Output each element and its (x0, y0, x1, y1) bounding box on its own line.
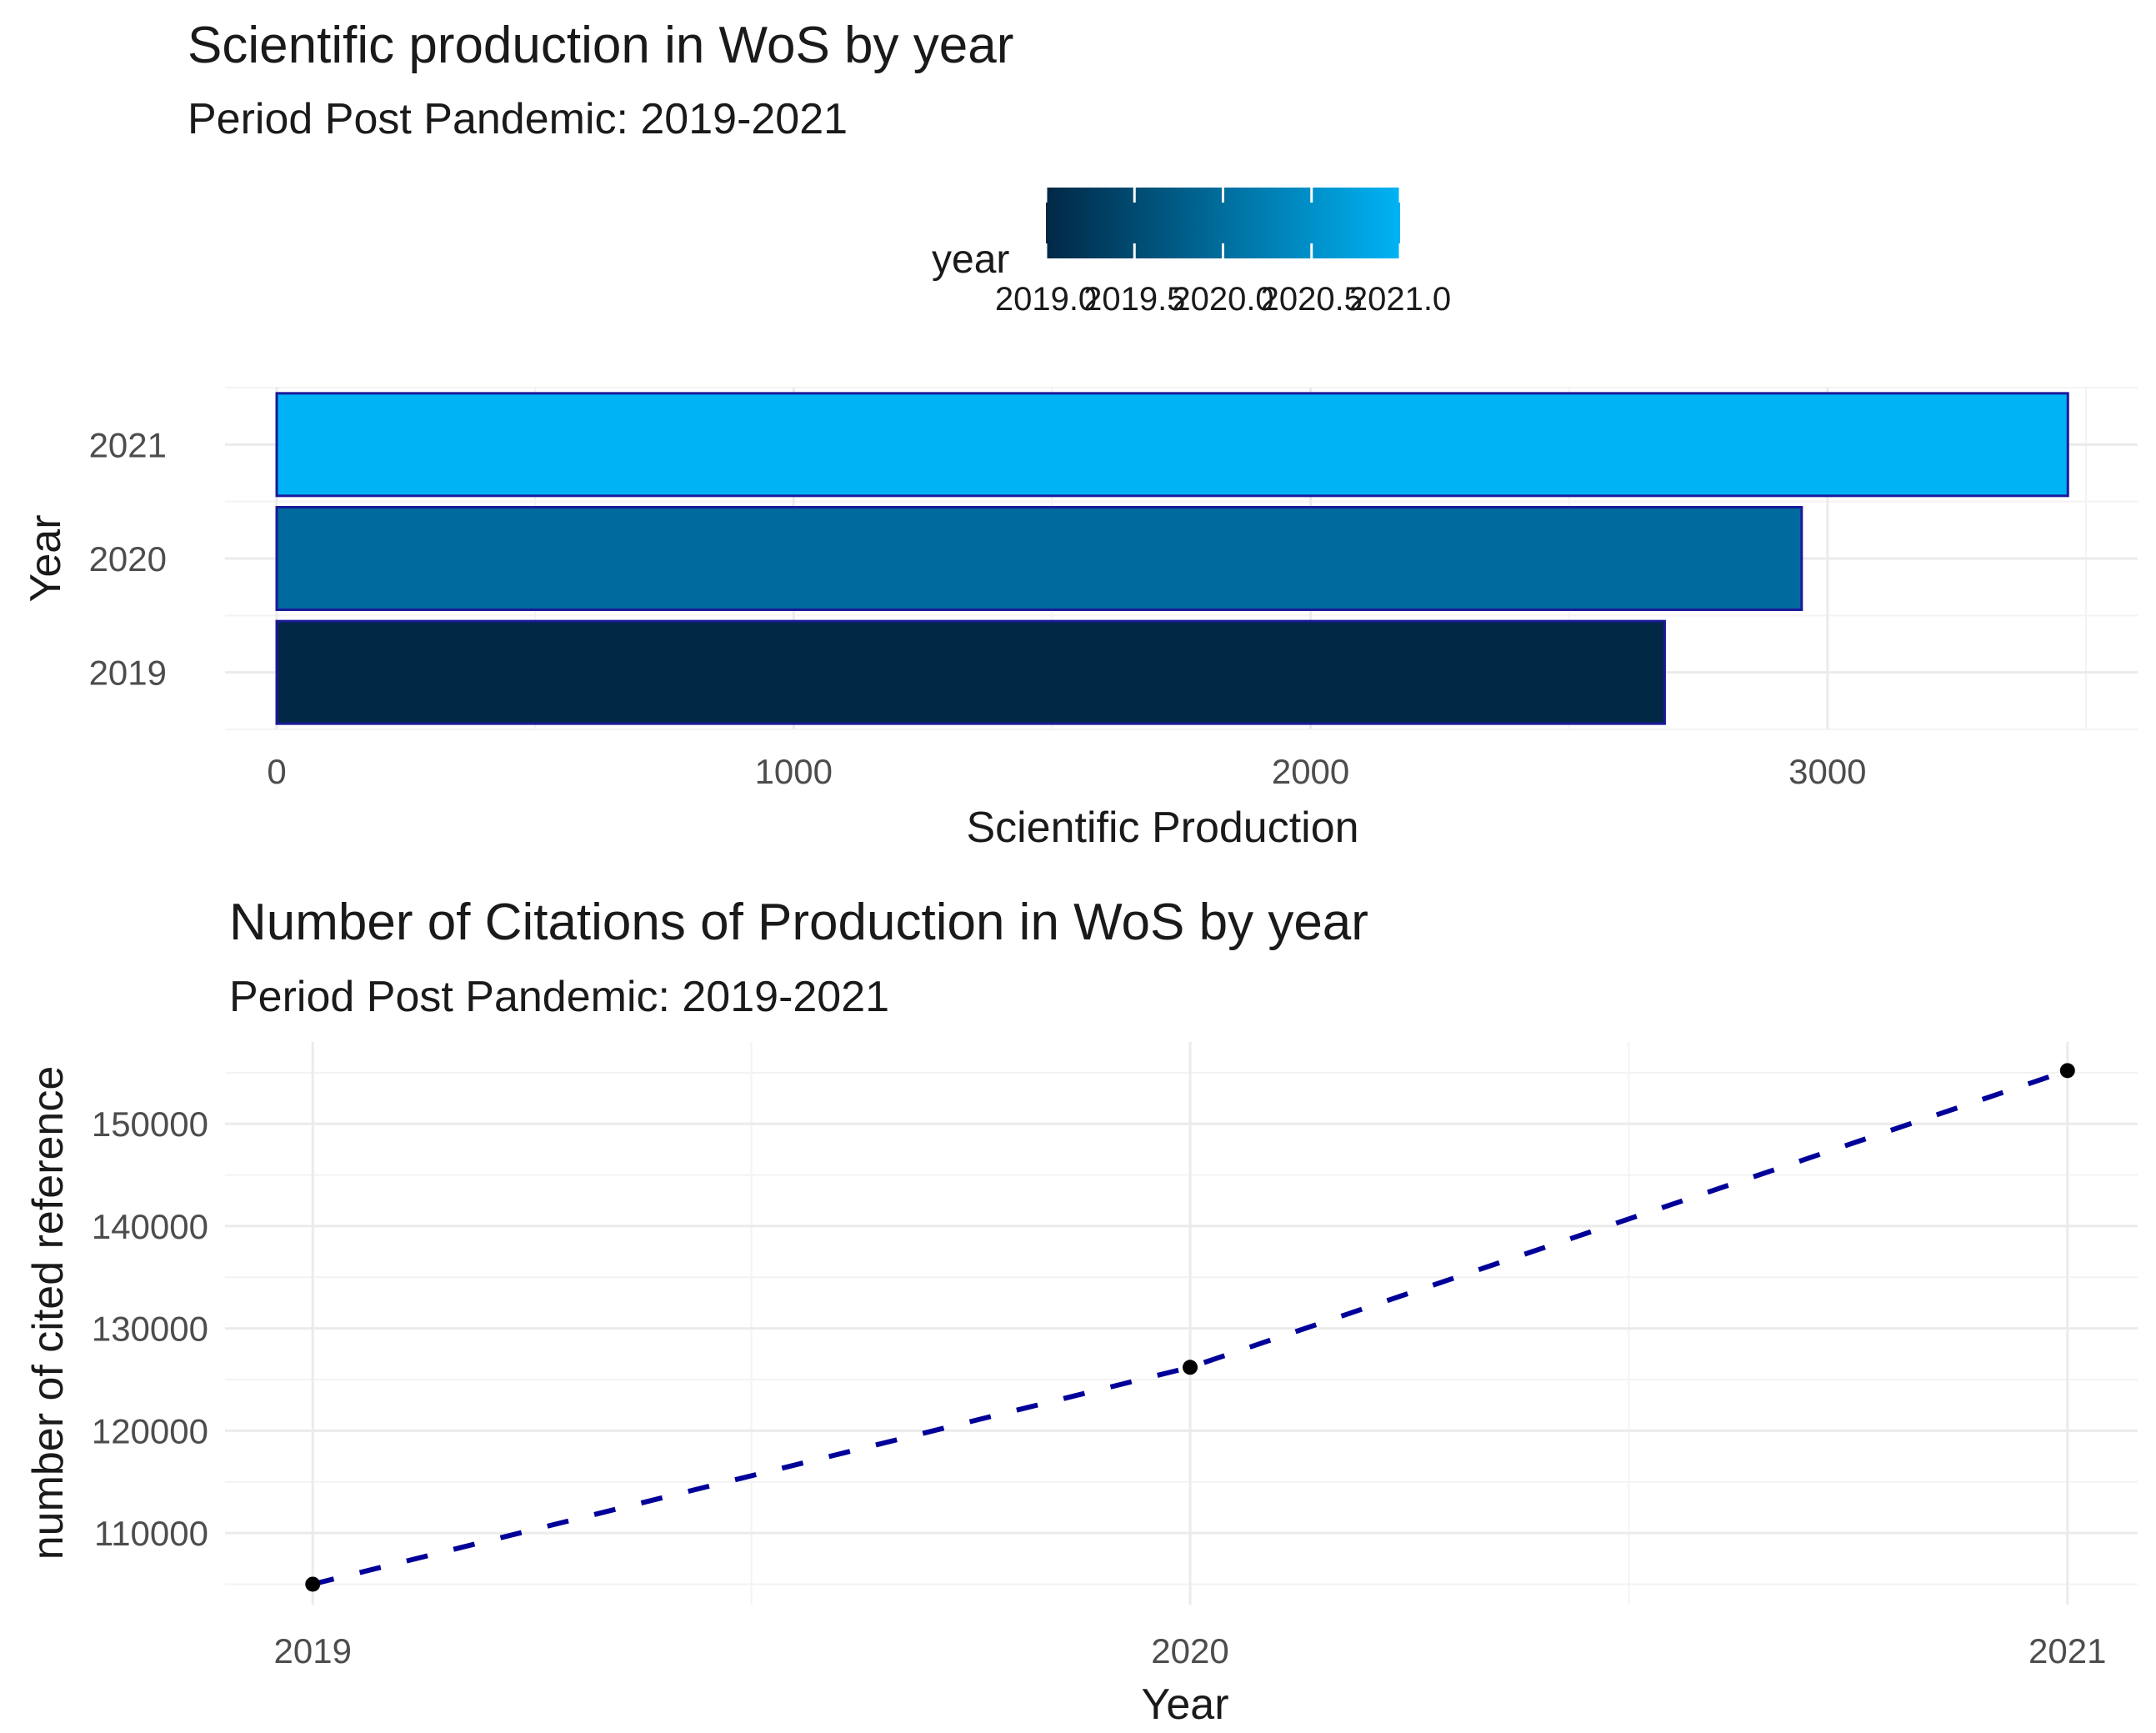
citations-chart: Number of Citations of Production in WoS… (24, 894, 2138, 1729)
y-tick-label: 2020 (89, 539, 167, 579)
y-tick-label: 120000 (92, 1411, 208, 1450)
bar-2019 (275, 619, 1666, 725)
chart2-points (305, 1063, 2075, 1592)
y-tick-label: 130000 (92, 1310, 208, 1349)
x-tick-label: 2000 (1272, 752, 1349, 791)
y-tick-label: 2021 (89, 425, 167, 464)
bar-2020 (275, 506, 1803, 611)
chart1-title: Scientific production in WoS by year (188, 17, 1013, 74)
point-2019 (305, 1576, 321, 1592)
colorbar-tick-label: 2021.0 (1349, 281, 1451, 318)
y-tick-label: 2019 (89, 654, 167, 693)
y-tick-label: 150000 (92, 1104, 208, 1144)
chart2-y-ticks: 110000 120000 130000 140000 150000 (92, 1104, 208, 1553)
chart2-x-ticks: 2019 2020 2021 (274, 1631, 2107, 1670)
colorbar-tick-label: 2019.0 (995, 281, 1097, 318)
legend-title: year (932, 238, 1009, 282)
chart2-x-axis-title: Year (1141, 1680, 1228, 1729)
bar-2021 (275, 392, 2069, 498)
chart1-y-ticks: 2019 2020 2021 (89, 425, 167, 692)
production-chart: Scientific production in WoS by year Per… (22, 17, 2138, 852)
x-tick-label: 1000 (755, 752, 833, 791)
chart1-x-ticks: 0 1000 2000 3000 (267, 752, 1866, 791)
y-tick-label: 140000 (92, 1207, 208, 1246)
chart2-series-line (312, 1068, 2068, 1587)
chart2-grid (225, 1042, 2138, 1605)
chart2-subtitle: Period Post Pandemic: 2019-2021 (229, 973, 889, 1021)
chart1-y-axis-title: Year (22, 514, 70, 602)
chart1-subtitle: Period Post Pandemic: 2019-2021 (188, 95, 848, 143)
chart1-bars (275, 392, 2069, 725)
chart2-y-axis-title: number of cited reference (24, 1066, 73, 1560)
point-2020 (1183, 1360, 1198, 1375)
colorbar-tick-label: 2019.5 (1083, 281, 1185, 318)
citations-line (312, 1068, 2068, 1587)
x-tick-label: 0 (267, 752, 286, 791)
y-tick-label: 110000 (94, 1514, 208, 1553)
x-tick-label: 2020 (1151, 1631, 1228, 1670)
chart2-title: Number of Citations of Production in WoS… (229, 894, 1368, 951)
colorbar-tick-label: 2020.5 (1261, 281, 1363, 318)
x-tick-label: 3000 (1788, 752, 1866, 791)
point-2021 (2059, 1063, 2075, 1079)
x-tick-label: 2019 (274, 1631, 352, 1670)
chart1-x-axis-title: Scientific Production (966, 804, 1358, 852)
colorbar-tick-label: 2020.0 (1172, 281, 1273, 318)
x-tick-label: 2021 (2028, 1631, 2106, 1670)
